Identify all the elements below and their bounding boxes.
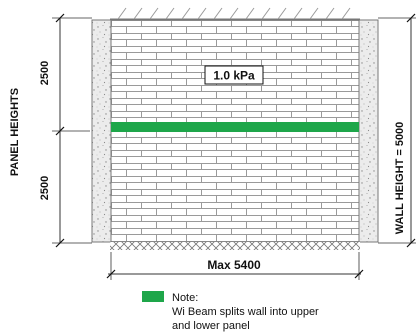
- legend-beam-swatch: [142, 291, 164, 302]
- dimension-tick-icon: [106, 269, 116, 279]
- wall-height-label: WALL HEIGHT = 5000: [394, 122, 406, 235]
- right-dimension-line: [378, 13, 416, 248]
- max-width-label: Max 5400: [207, 258, 261, 272]
- dimension-tick-icon: [354, 269, 364, 279]
- load-label-box: [204, 65, 264, 85]
- right-column-stipple-icon: [358, 19, 379, 243]
- dimension-tick-icon: [406, 238, 416, 248]
- lower-panel-height: 2500: [39, 176, 51, 200]
- legend-title: Note:: [172, 292, 198, 304]
- load-label: 1.0 kPa: [213, 69, 255, 83]
- left-column-stipple-icon: [91, 19, 112, 243]
- upper-panel-height: 2500: [39, 61, 51, 85]
- panel-heights-label: PANEL HEIGHTS: [9, 88, 21, 176]
- legend-line-2: and lower panel: [172, 320, 250, 332]
- legend-line-1: Wi Beam splits wall into upper: [172, 306, 319, 318]
- dimension-tick-icon: [55, 126, 65, 136]
- ground-hatch-pattern-icon: [110, 242, 360, 250]
- left-dimension-line: [52, 13, 92, 248]
- bottom-dimension-line: [106, 252, 364, 280]
- dimension-tick-icon: [55, 13, 65, 23]
- dimension-tick-icon: [55, 238, 65, 248]
- wi-beam: [111, 122, 359, 132]
- top-hatch-icon: [110, 7, 360, 20]
- dimension-tick-icon: [406, 13, 416, 23]
